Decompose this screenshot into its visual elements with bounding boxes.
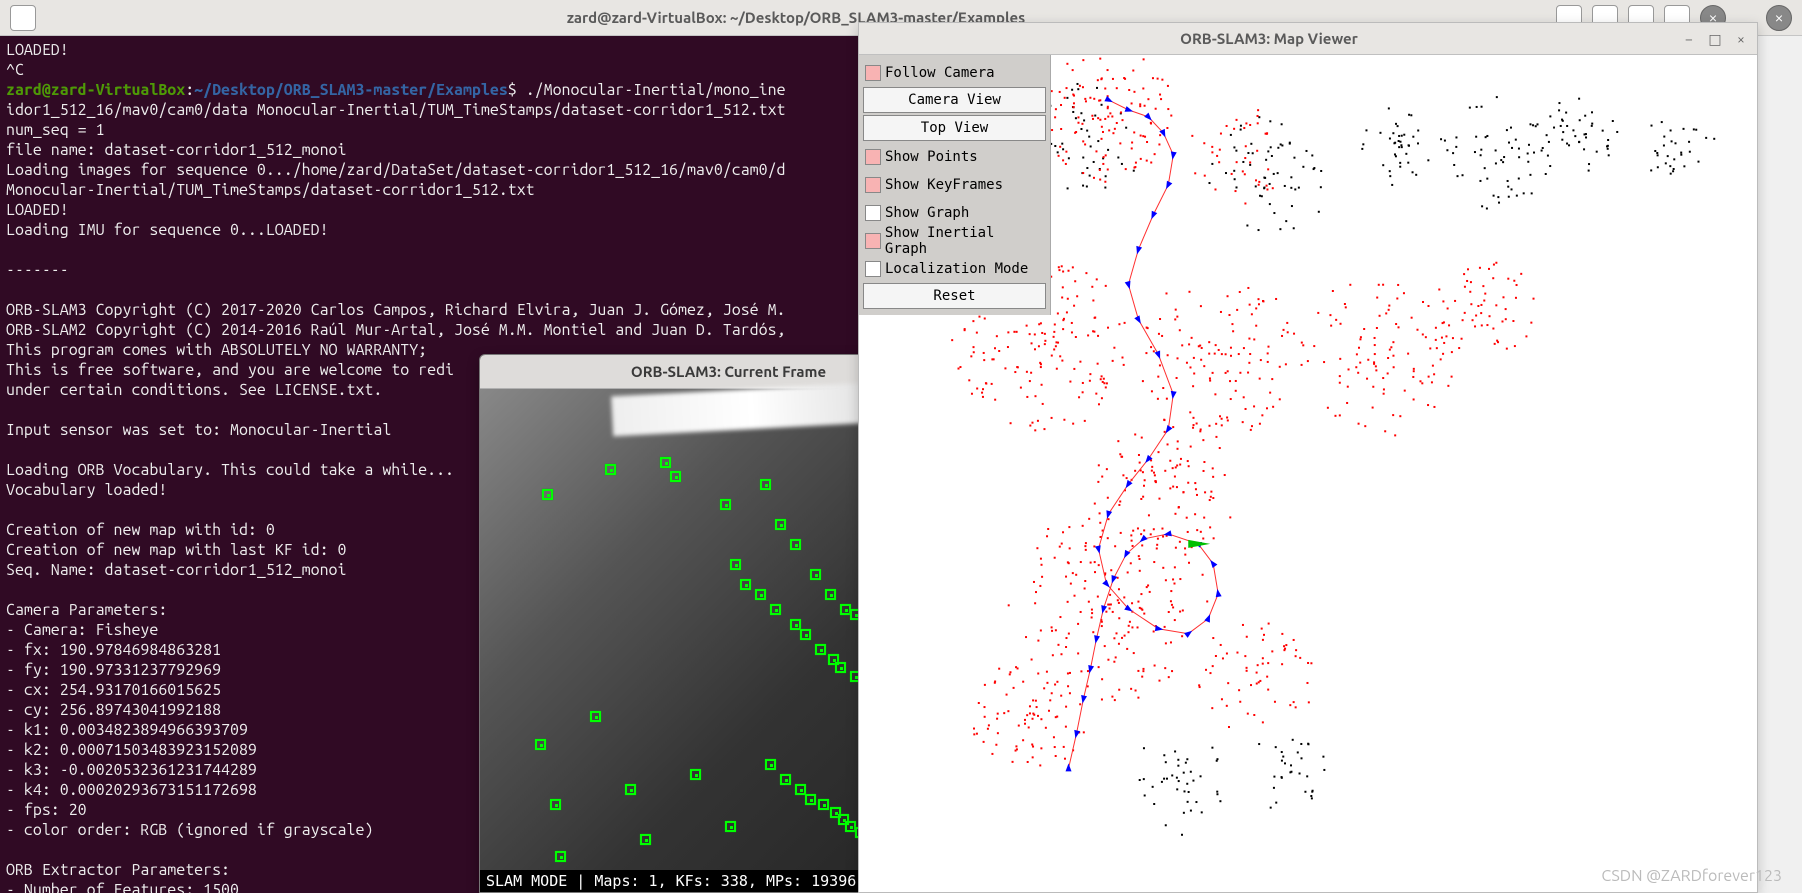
- map-viewer-title: ORB-SLAM3: Map Viewer: [867, 30, 1671, 47]
- feature-point: [818, 799, 829, 810]
- feature-point: [550, 799, 561, 810]
- feature-point: [740, 579, 751, 590]
- feature-point: [670, 471, 681, 482]
- map-viewer-titlebar[interactable]: ORB-SLAM3: Map Viewer − □ ×: [859, 23, 1757, 55]
- feature-point: [810, 569, 821, 580]
- feature-point: [805, 794, 816, 805]
- app-menu-icon[interactable]: [10, 5, 36, 31]
- feature-point: [780, 774, 791, 785]
- maximize-icon[interactable]: □: [1707, 31, 1723, 47]
- feature-point: [770, 604, 781, 615]
- show-points-checkbox[interactable]: Show Points: [863, 143, 1046, 171]
- feature-point: [825, 589, 836, 600]
- feature-point: [590, 711, 601, 722]
- feature-point: [725, 821, 736, 832]
- feature-point: [730, 559, 741, 570]
- checkbox-icon: [865, 205, 881, 221]
- reset-button[interactable]: Reset: [863, 283, 1046, 309]
- feature-point: [690, 769, 701, 780]
- feature-point: [535, 739, 546, 750]
- feature-point: [720, 499, 731, 510]
- feature-point: [660, 457, 671, 468]
- close-icon[interactable]: ×: [1733, 31, 1749, 47]
- feature-point: [760, 479, 771, 490]
- minimize-icon[interactable]: −: [1681, 31, 1697, 47]
- feature-point: [775, 519, 786, 530]
- slam-mode-label: SLAM MODE: [486, 872, 567, 890]
- feature-point: [790, 539, 801, 550]
- watermark: CSDN @ZARDforever123: [1601, 867, 1782, 885]
- feature-point: [800, 629, 811, 640]
- localization-mode-checkbox[interactable]: Localization Mode: [863, 255, 1046, 283]
- show-graph-checkbox[interactable]: Show Graph: [863, 199, 1046, 227]
- checkbox-icon: [865, 149, 881, 165]
- feature-point: [765, 759, 776, 770]
- checkbox-icon: [865, 261, 881, 277]
- feature-point: [555, 851, 566, 862]
- map-control-panel: Follow Camera Camera View Top View Show …: [859, 55, 1051, 315]
- map-viewer-window: ORB-SLAM3: Map Viewer − □ × Follow Camer…: [858, 22, 1758, 893]
- checkbox-icon: [865, 177, 881, 193]
- camera-view-button[interactable]: Camera View: [863, 87, 1046, 113]
- checkbox-icon: [865, 233, 881, 249]
- feature-point: [625, 784, 636, 795]
- top-view-button[interactable]: Top View: [863, 115, 1046, 141]
- feature-point: [640, 834, 651, 845]
- feature-point: [755, 589, 766, 600]
- show-keyframes-checkbox[interactable]: Show KeyFrames: [863, 171, 1046, 199]
- feature-point: [605, 464, 616, 475]
- feature-point: [835, 662, 846, 673]
- show-inertial-graph-checkbox[interactable]: Show Inertial Graph: [863, 227, 1046, 255]
- feature-point: [542, 489, 553, 500]
- close-icon-outer[interactable]: ×: [1766, 5, 1792, 31]
- feature-point: [815, 644, 826, 655]
- follow-camera-checkbox[interactable]: Follow Camera: [863, 59, 1046, 87]
- checkbox-icon: [865, 65, 881, 81]
